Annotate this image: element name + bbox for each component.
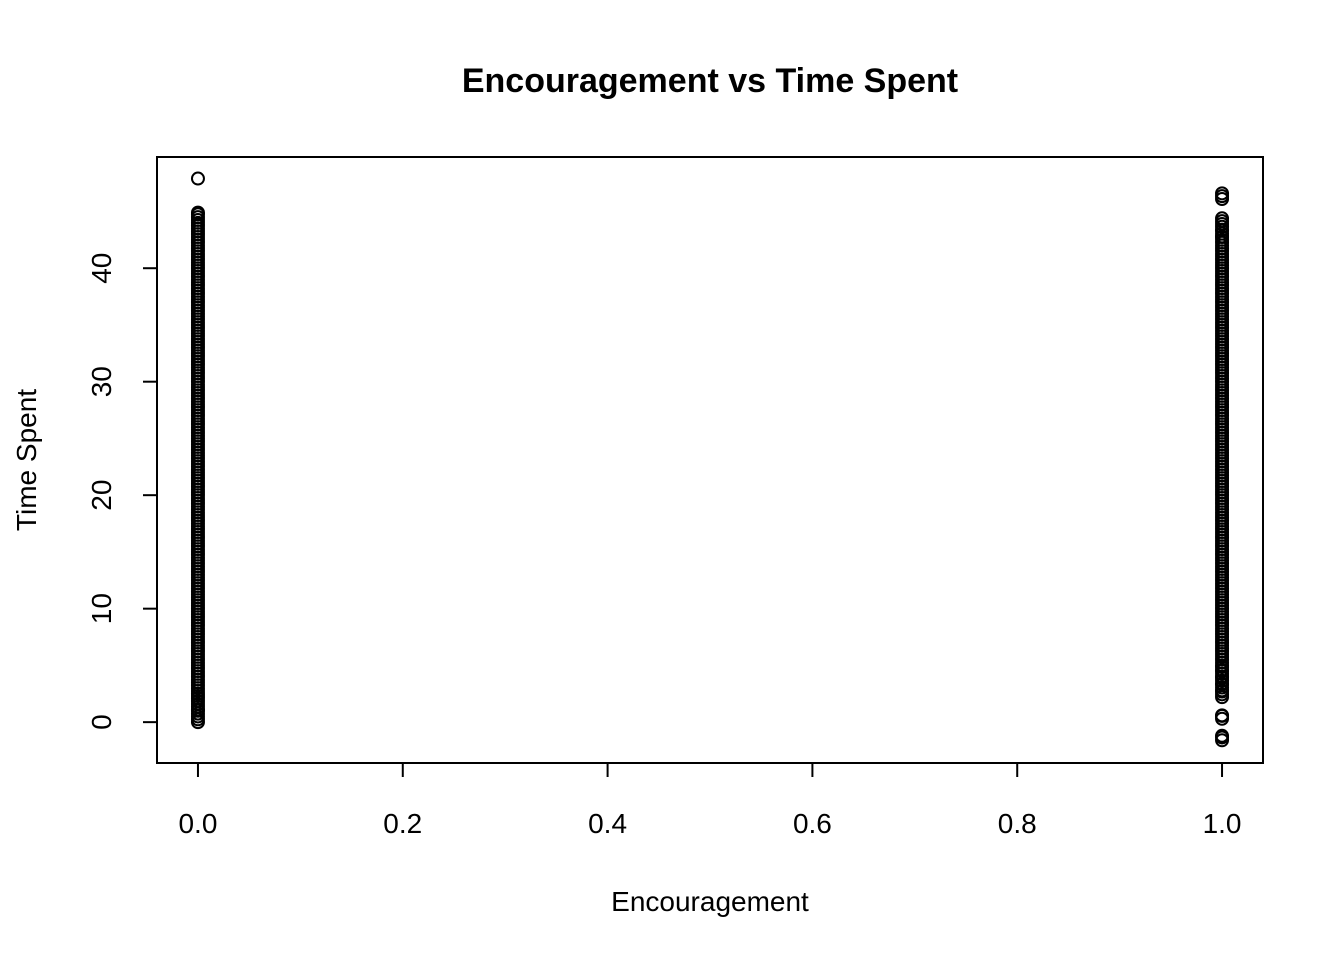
x-tick-label: 0.4 <box>588 808 627 839</box>
x-tick-label: 0.2 <box>383 808 422 839</box>
y-tick-label: 10 <box>86 593 117 624</box>
y-tick-label: 30 <box>86 366 117 397</box>
data-points <box>192 173 1228 747</box>
chart-title: Encouragement vs Time Spent <box>462 62 958 100</box>
y-tick-label: 20 <box>86 480 117 511</box>
plot-frame <box>157 157 1263 763</box>
x-axis-label: Encouragement <box>611 886 809 917</box>
x-tick-label: 0.0 <box>178 808 217 839</box>
y-axis: 0 10 20 30 40 <box>86 253 157 730</box>
y-tick-label: 40 <box>86 253 117 284</box>
x-tick-label: 1.0 <box>1203 808 1242 839</box>
y-tick-label: 0 <box>86 714 117 730</box>
y-axis-label: Time Spent <box>11 389 42 531</box>
scatter-point <box>192 173 204 185</box>
x-tick-label: 0.6 <box>793 808 832 839</box>
x-tick-label: 0.8 <box>998 808 1037 839</box>
x-axis: 0.0 0.2 0.4 0.6 0.8 1.0 <box>178 763 1241 839</box>
